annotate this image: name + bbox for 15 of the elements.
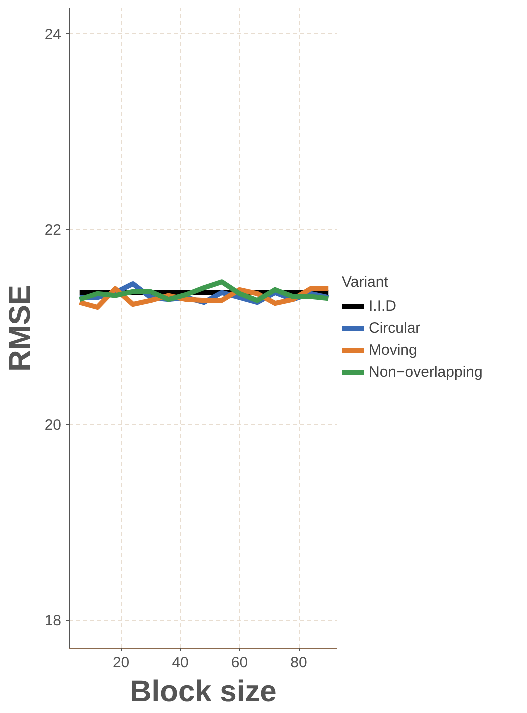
y-tick-label: 24 (44, 26, 62, 44)
x-tick-label: 40 (172, 654, 189, 672)
y-tick-label: 22 (44, 222, 62, 239)
x-tick-label: 60 (231, 654, 248, 672)
x-tick-label: 20 (112, 654, 130, 672)
y-axis-title: RMSE (4, 285, 37, 372)
y-tick-label: 18 (44, 612, 62, 630)
legend-title: Variant (342, 274, 390, 291)
legend-label: I.I.D (369, 298, 397, 314)
x-axis-title: Block size (130, 676, 277, 708)
legend-label: Moving (369, 342, 418, 358)
legend-label: Non−overlapping (369, 364, 483, 380)
x-tick-label: 80 (290, 654, 308, 672)
legend-label: Circular (369, 320, 421, 336)
y-tick-label: 20 (44, 417, 62, 434)
